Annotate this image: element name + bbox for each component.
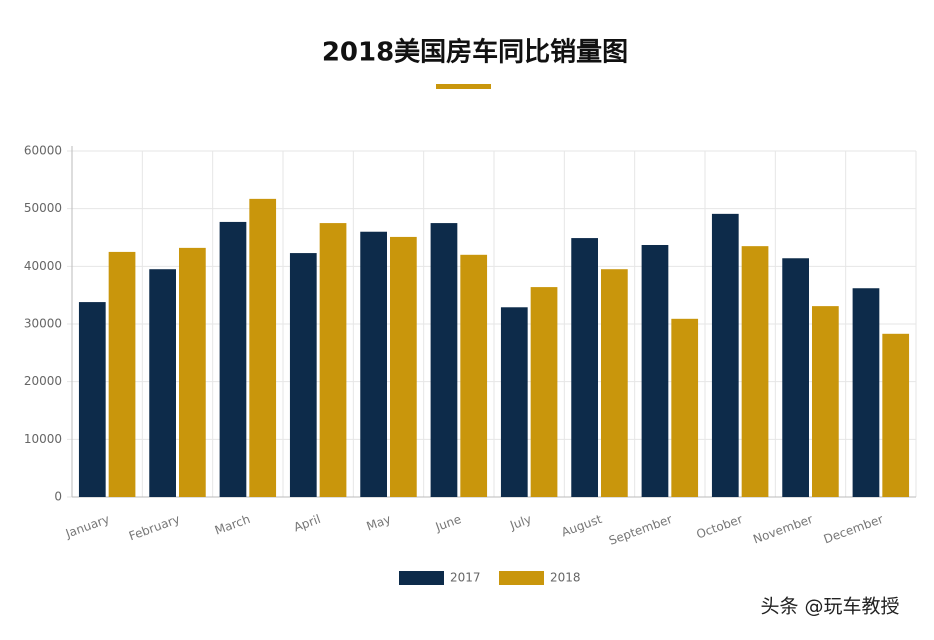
bar: [671, 318, 699, 497]
bar: [882, 333, 910, 497]
bar: [812, 306, 839, 497]
watermark: 头条 @玩车教授: [760, 596, 899, 618]
title-underline: [436, 84, 491, 89]
bar: [530, 287, 558, 497]
legend-swatch: [399, 571, 444, 585]
bar: [711, 213, 739, 497]
bar: [571, 238, 598, 497]
bar: [149, 269, 176, 497]
chart-title: 2018美国房车同比销量图: [322, 37, 628, 68]
bar: [430, 223, 458, 498]
y-tick-label: 40000: [24, 259, 62, 273]
bar: [782, 258, 809, 497]
y-tick-label: 30000: [24, 317, 62, 331]
bar: [601, 269, 628, 497]
y-tick-label: 10000: [24, 432, 62, 446]
bar: [249, 198, 277, 497]
y-tick-label: 20000: [24, 374, 62, 388]
bar: [360, 231, 387, 497]
legend-label: 2017: [450, 571, 481, 585]
legend-swatch: [499, 571, 544, 585]
y-tick-label: 0: [54, 490, 62, 504]
bar: [108, 251, 136, 497]
bar: [319, 223, 347, 498]
bar: [741, 246, 769, 497]
bar: [641, 244, 669, 497]
legend-label: 2018: [550, 571, 581, 585]
y-tick-label: 50000: [24, 201, 62, 215]
bar: [460, 254, 488, 497]
bar: [78, 302, 106, 497]
bar: [500, 307, 528, 497]
bar: [852, 288, 880, 497]
bar: [179, 247, 206, 497]
bar: [219, 221, 247, 497]
y-tick-label: 60000: [24, 144, 62, 158]
bar: [289, 253, 317, 497]
bar: [390, 236, 417, 497]
